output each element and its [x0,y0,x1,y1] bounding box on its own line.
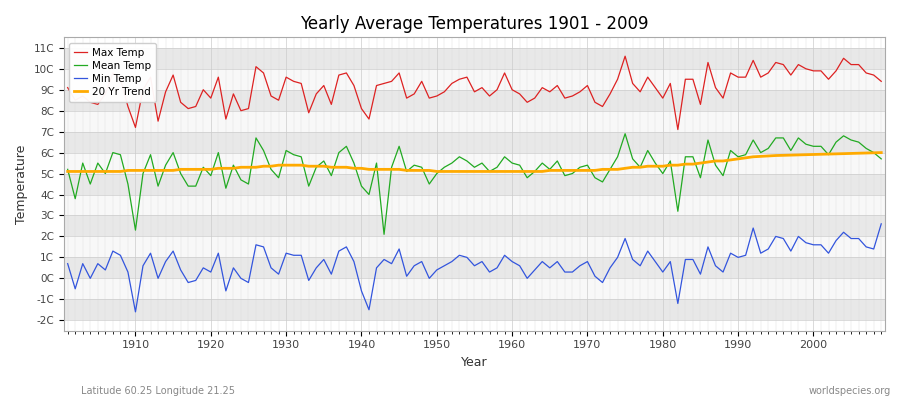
Bar [64,152,885,174]
Bar [64,299,885,320]
Min Temp [122,270,133,274]
Max Temp [122,104,133,109]
Line: 20 Yr Trend: 20 Yr Trend [68,152,881,172]
Line: Mean Temp: Mean Temp [68,134,881,234]
Line: Min Temp: Min Temp [68,224,881,312]
Min Temp [507,259,517,264]
Mean Temp [62,167,73,172]
Max Temp [620,54,631,58]
Y-axis label: Temperature: Temperature [15,144,28,224]
20 Yr Trend [334,165,345,170]
Bar [64,236,885,257]
Bar [64,69,885,90]
Mean Temp [514,163,525,168]
20 Yr Trend [62,169,73,174]
Bar [64,90,885,111]
Bar [64,132,885,152]
20 Yr Trend [288,163,299,168]
Min Temp [130,310,141,314]
Mean Temp [605,167,616,172]
Mean Temp [288,152,299,157]
Text: Latitude 60.25 Longitude 21.25: Latitude 60.25 Longitude 21.25 [81,386,235,396]
Mean Temp [620,131,631,136]
Bar [64,174,885,194]
Bar [64,257,885,278]
Min Temp [514,263,525,268]
Max Temp [876,79,886,84]
20 Yr Trend [500,169,510,174]
Min Temp [876,222,886,226]
Legend: Max Temp, Mean Temp, Min Temp, 20 Yr Trend: Max Temp, Mean Temp, Min Temp, 20 Yr Tre… [69,42,157,102]
X-axis label: Year: Year [461,356,488,369]
Title: Yearly Average Temperatures 1901 - 2009: Yearly Average Temperatures 1901 - 2009 [301,15,649,33]
20 Yr Trend [876,150,886,155]
Bar [64,216,885,236]
Max Temp [597,104,608,109]
Bar [64,278,885,299]
Mean Temp [334,150,345,155]
Min Temp [605,266,616,270]
20 Yr Trend [597,167,608,172]
Max Temp [62,85,73,90]
Mean Temp [507,161,517,166]
Text: worldspecies.org: worldspecies.org [809,386,891,396]
Mean Temp [379,232,390,237]
Min Temp [296,253,307,258]
Line: Max Temp: Max Temp [68,56,881,130]
Min Temp [341,244,352,249]
20 Yr Trend [122,168,133,173]
Mean Temp [122,182,133,186]
Max Temp [672,127,683,132]
Min Temp [62,261,73,266]
Max Temp [507,87,517,92]
Bar [64,111,885,132]
20 Yr Trend [507,169,517,174]
Bar [64,194,885,216]
Bar [64,48,885,69]
Mean Temp [876,156,886,161]
Max Temp [500,70,510,75]
Max Temp [288,79,299,84]
Max Temp [334,73,345,78]
